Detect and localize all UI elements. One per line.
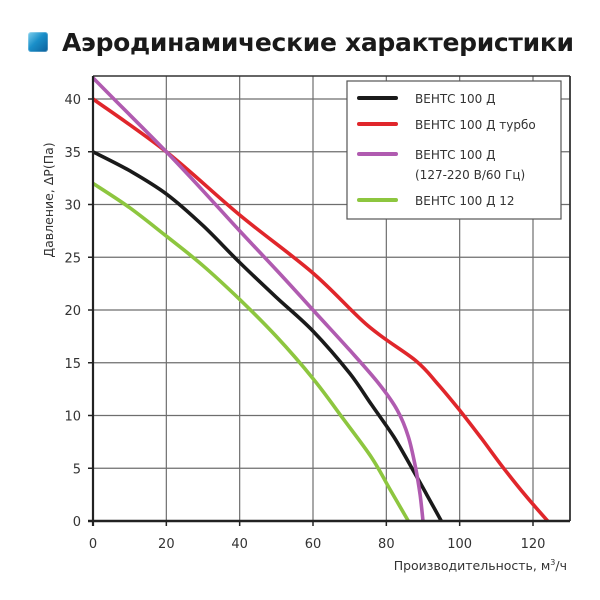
y-tick-label: 15 [64,357,81,372]
y-tick-label: 25 [64,251,81,266]
y-tick-label: 30 [64,199,81,214]
series-line-3 [92,181,410,522]
x-tick-label: 0 [89,537,97,552]
x-tick-label: 100 [447,537,472,552]
legend-label-1: ВЕНТС 100 Д турбо [415,118,536,132]
x-tick-label: 40 [231,537,248,552]
legend-box [346,80,562,220]
x-axis-ticks: 0 20 40 60 80 100 120 [89,521,546,552]
series-line-0 [92,150,443,522]
blue-square-icon [28,32,48,52]
x-tick-label: 120 [521,537,546,552]
legend-label-2: (127-220 В/60 Гц) [415,168,525,182]
y-tick-label: 40 [64,93,81,108]
legend-label-0: ВЕНТС 100 Д [415,92,495,106]
x-tick-label: 20 [158,537,175,552]
x-tick-label: 60 [305,537,322,552]
series-line-1 [91,97,550,523]
chart-header: Аэродинамические характеристики [28,22,574,62]
legend-label-2: ВЕНТС 100 Д [415,148,495,162]
y-axis-label: Давление, ΔP(Па) [41,142,56,257]
x-tick-label: 80 [378,537,395,552]
y-tick-label: 10 [64,410,81,425]
y-tick-label: 20 [64,304,81,319]
chart-curves [91,76,550,523]
y-axis-ticks: 0 5 10 15 20 25 30 35 40 [64,93,93,530]
y-tick-label: 5 [73,462,81,477]
series-line-2 [91,76,425,522]
legend-label-3: ВЕНТС 100 Д 12 [415,194,515,208]
chart-legend: ВЕНТС 100 Д ВЕНТС 100 Д турбо ВЕНТС 100 Д (… [346,80,562,220]
page-title: Аэродинамические характеристики [62,27,574,57]
y-tick-label: 35 [64,146,81,161]
y-tick-label: 0 [73,515,81,530]
x-axis-label: Производительность, м3/ч [394,558,567,573]
